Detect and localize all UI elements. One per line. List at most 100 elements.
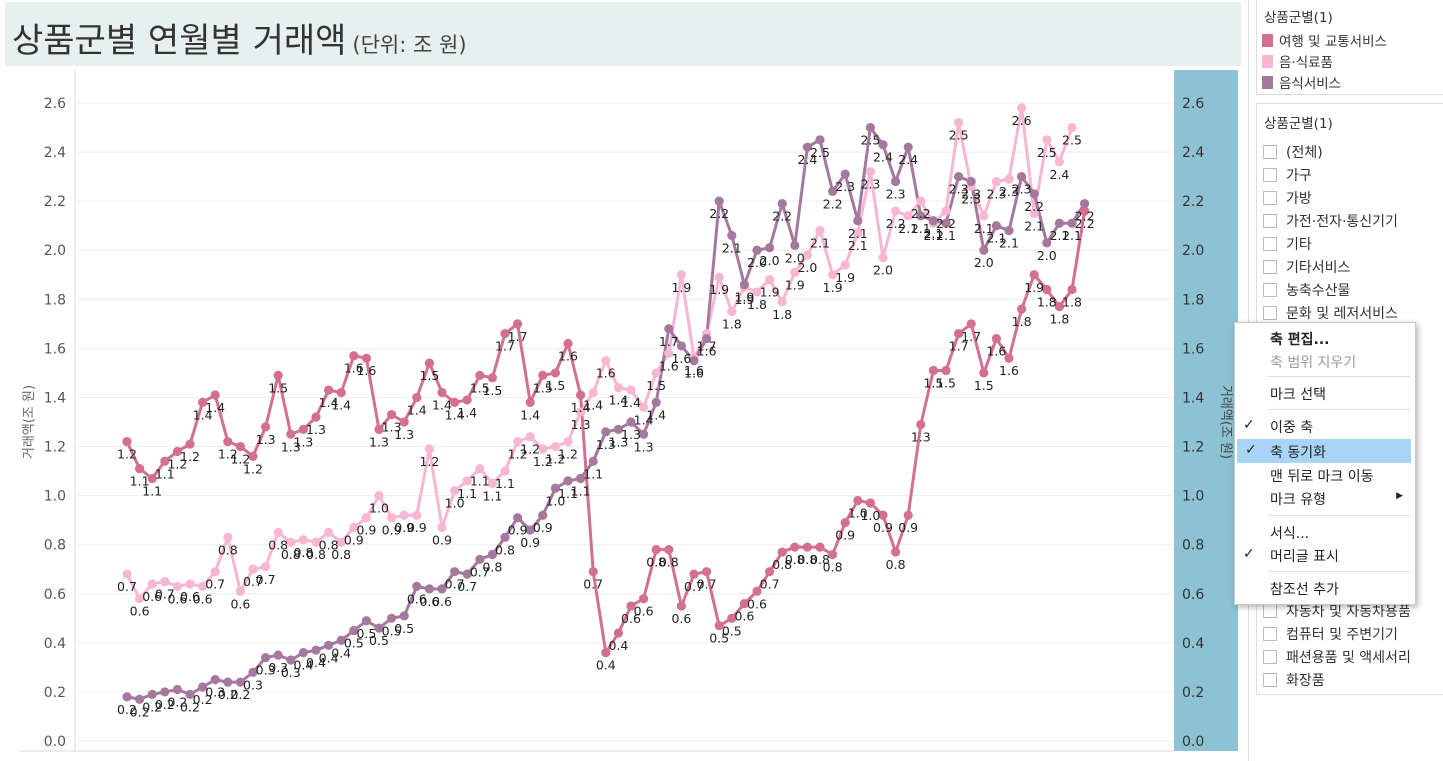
data-point — [437, 584, 447, 594]
checkbox[interactable] — [1263, 145, 1277, 159]
data-label: 1.0 — [369, 501, 389, 516]
data-point — [361, 513, 371, 523]
menu-item-show-header[interactable]: ✓ 머리글 표시 — [1243, 546, 1339, 565]
menu-item-select-marks[interactable]: 마크 선택 — [1270, 387, 1326, 403]
y-tick-label-right: 0.2 — [1182, 685, 1204, 701]
filter-item[interactable]: 가구 — [1263, 165, 1312, 185]
data-label: 1.4 — [457, 405, 477, 420]
filter-item[interactable]: 패션용품 및 액세서리 — [1263, 647, 1411, 667]
filter-item[interactable]: 기타 — [1263, 234, 1312, 254]
data-point — [790, 542, 800, 552]
data-point — [450, 567, 460, 577]
data-label: 2.1 — [923, 226, 943, 241]
legend-item-food[interactable]: 음·식료품 — [1262, 52, 1333, 71]
y-tick-label-left: 1.8 — [44, 292, 66, 308]
filter-item[interactable]: 화장품 — [1263, 670, 1325, 690]
data-point — [588, 387, 598, 398]
data-point — [513, 319, 523, 329]
menu-item-format[interactable]: 서식... — [1270, 526, 1310, 542]
data-label: 0.7 — [760, 577, 780, 592]
menu-item-dual-axis[interactable]: ✓ 이중 축 — [1243, 417, 1314, 436]
data-point — [702, 567, 712, 577]
checkbox[interactable] — [1263, 168, 1277, 182]
data-point — [311, 537, 321, 547]
filter-item[interactable]: 농축수산물 — [1263, 280, 1350, 300]
checkbox[interactable] — [1263, 237, 1277, 251]
data-label: 1.6 — [596, 366, 616, 381]
checkbox[interactable] — [1263, 214, 1277, 228]
data-point — [576, 407, 586, 417]
legend-swatch — [1262, 75, 1273, 89]
data-label: 1.4 — [407, 402, 427, 417]
menu-item-move-marks-to-back[interactable]: 맨 뒤로 마크 이동 — [1270, 469, 1374, 485]
data-point — [147, 473, 157, 484]
data-label: 1.2 — [230, 452, 250, 467]
data-label: 0.6 — [130, 604, 150, 619]
data-label: 0.8 — [281, 547, 301, 562]
menu-item-add-reference-line[interactable]: 참조선 추가 — [1270, 582, 1339, 598]
y-tick-label-left: 1.6 — [44, 341, 66, 357]
data-point — [399, 417, 409, 427]
data-point — [147, 689, 157, 699]
filter-item[interactable]: 기타서비스 — [1263, 257, 1350, 277]
filter-item[interactable]: 자동차 및 자동차용품 — [1263, 601, 1411, 621]
data-point — [298, 648, 308, 658]
y-tick-label-left: 0.4 — [44, 636, 66, 652]
data-label: 0.7 — [684, 579, 704, 594]
data-label: 1.5 — [974, 378, 994, 393]
data-label: 0.7 — [155, 587, 175, 602]
data-point — [563, 338, 573, 349]
data-label: 0.4 — [331, 645, 351, 660]
filter-item[interactable]: 가전·전자·통신기기 — [1263, 211, 1398, 231]
filter-item[interactable]: 가방 — [1263, 188, 1312, 208]
filter-item[interactable]: 컴퓨터 및 주변기기 — [1263, 624, 1398, 644]
data-label: 1.5 — [268, 380, 288, 395]
checkbox[interactable] — [1263, 260, 1277, 274]
data-point — [626, 385, 636, 395]
checkbox[interactable] — [1263, 627, 1277, 641]
data-label: 1.1 — [495, 476, 515, 491]
menu-item-synchronize-axis[interactable]: ✓ 축 동기화 — [1237, 439, 1411, 463]
data-label: 2.1 — [911, 221, 931, 236]
menu-item-edit-axis[interactable]: 축 편집... — [1270, 332, 1330, 348]
data-label: 1.5 — [936, 375, 956, 390]
data-point — [613, 383, 624, 393]
data-point — [765, 275, 775, 285]
checkbox[interactable] — [1263, 673, 1277, 687]
menu-item-mark-type[interactable]: 마크 유형 ▶ — [1270, 491, 1403, 508]
data-label: 0.9 — [344, 533, 364, 548]
checkbox[interactable] — [1263, 283, 1277, 297]
data-label: 1.1 — [457, 486, 477, 501]
checkbox[interactable] — [1263, 604, 1277, 618]
data-label: 1.5 — [923, 375, 943, 390]
y-tick-label-left: 0.0 — [44, 734, 66, 750]
data-point — [765, 567, 775, 577]
filter-item[interactable]: 문화 및 레저서비스 — [1263, 303, 1398, 323]
data-label: 1.1 — [583, 466, 603, 481]
data-point — [475, 464, 485, 474]
data-point — [689, 356, 699, 366]
line-chart[interactable]: 0.0 0.00.2 0.20.4 0.40.6 0.60.8 0.81.0 1.01.2 1… — [0, 70, 1245, 761]
data-point — [601, 648, 611, 658]
checkbox[interactable] — [1263, 650, 1277, 664]
data-label: 0.7 — [457, 579, 477, 594]
data-label: 0.6 — [671, 611, 691, 626]
legend-item-food-service[interactable]: 음식서비스 — [1262, 73, 1341, 92]
legend-label: 음·식료품 — [1279, 55, 1333, 71]
y-tick-label-right: 2.6 — [1182, 96, 1204, 112]
legend-item-travel[interactable]: 여행 및 교통서비스 — [1262, 31, 1387, 50]
check-icon: ✓ — [1245, 442, 1257, 458]
filter-item[interactable]: (전체) — [1263, 142, 1323, 162]
data-point — [689, 569, 699, 579]
legend-title: 상품군별(1) — [1264, 10, 1333, 26]
data-point — [462, 569, 472, 579]
data-point — [790, 240, 800, 250]
data-point — [1017, 103, 1027, 113]
checkbox[interactable] — [1263, 191, 1277, 205]
data-label: 0.3 — [268, 660, 288, 675]
checkbox[interactable] — [1263, 306, 1277, 320]
data-label: 0.3 — [205, 685, 225, 700]
data-point — [538, 370, 548, 380]
data-point — [1004, 174, 1014, 184]
data-label: 1.3 — [306, 422, 326, 437]
